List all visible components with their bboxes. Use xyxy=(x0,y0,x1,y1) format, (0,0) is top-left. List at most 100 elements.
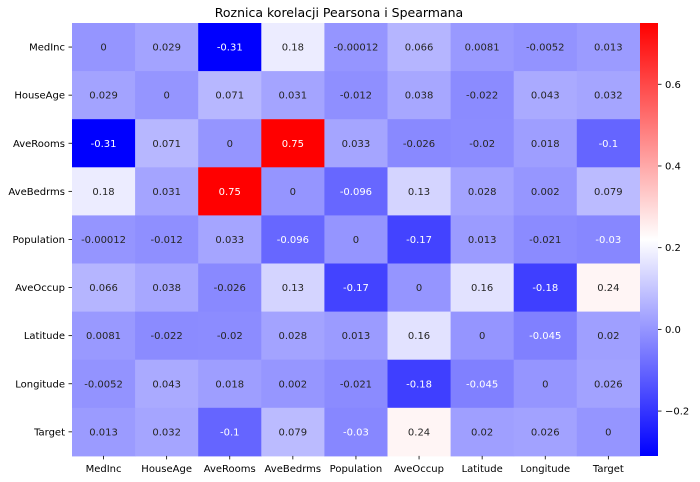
cell-value-label: -0.026 xyxy=(403,139,435,150)
cell-value-label: -0.1 xyxy=(599,139,619,150)
cell-value-label: -0.31 xyxy=(217,43,243,54)
cell-value-label: 0 xyxy=(416,283,422,294)
heatmap-cell xyxy=(576,407,641,457)
heatmap-cell xyxy=(513,119,578,168)
heatmap-cell xyxy=(72,23,136,72)
cell-value-label: -0.1 xyxy=(220,427,240,438)
heatmap-cell xyxy=(198,215,262,264)
cell-value-label: 0.071 xyxy=(215,91,244,102)
heatmap-cell xyxy=(261,71,325,120)
y-tick-label: Target xyxy=(33,427,65,438)
heatmap-cell xyxy=(576,23,641,72)
heatmap-cell xyxy=(198,311,262,361)
heatmap-cell xyxy=(198,359,262,409)
x-axis-tick-labels: MedInc HouseAge AveRooms AveBedrms Populatio… xyxy=(86,455,624,475)
y-tick-label: AveRooms xyxy=(13,139,65,150)
heatmap-cell xyxy=(576,359,641,409)
heatmap-cell xyxy=(387,263,452,313)
heatmap-cell xyxy=(135,359,199,409)
heatmap-cell xyxy=(135,215,199,264)
cell-value-label: -0.096 xyxy=(340,187,372,198)
cell-value-label: -0.17 xyxy=(406,235,432,246)
heatmap-cell xyxy=(135,71,199,120)
cell-value-label: 0.24 xyxy=(597,283,619,294)
cell-value-label: 0.002 xyxy=(531,187,560,198)
cell-value-label: 0.013 xyxy=(594,43,623,54)
heatmap-cell xyxy=(387,23,452,72)
heatmap-cell xyxy=(513,23,578,72)
cell-value-label: 0.13 xyxy=(408,187,430,198)
cell-value-label: 0.013 xyxy=(89,427,118,438)
cell-value-label: -0.18 xyxy=(532,283,558,294)
heatmap-cell xyxy=(324,119,388,168)
cell-value-label: -0.03 xyxy=(595,235,621,246)
x-tick-label: Longitude xyxy=(520,464,570,475)
cell-value-label: -0.045 xyxy=(529,331,561,342)
cell-value-label: 0.032 xyxy=(594,91,623,102)
heatmap-cell xyxy=(387,71,452,120)
cell-value-label: -0.00012 xyxy=(333,43,378,54)
cell-value-label: 0 xyxy=(479,331,485,342)
heatmap-cell xyxy=(576,311,641,361)
heatmap-cell xyxy=(576,71,641,120)
cell-value-label: 0.029 xyxy=(89,91,118,102)
cell-value-label: 0.026 xyxy=(594,379,623,390)
cell-value-label: 0.028 xyxy=(468,187,497,198)
cell-value-label: -0.0052 xyxy=(84,379,123,390)
cell-value-label: 0.18 xyxy=(92,187,114,198)
colorbar xyxy=(640,23,658,456)
y-tick-label: Population xyxy=(12,235,65,246)
cell-value-label: 0.079 xyxy=(594,187,623,198)
heatmap-cell xyxy=(387,119,452,168)
heatmap-cell xyxy=(198,407,262,457)
cell-value-label: 0.02 xyxy=(597,331,619,342)
heatmap-cell xyxy=(198,167,262,216)
heatmap-cell xyxy=(387,407,452,457)
x-tick-label: Latitude xyxy=(462,464,503,475)
x-tick-label: HouseAge xyxy=(141,464,192,475)
cell-value-label: 0.032 xyxy=(152,427,181,438)
cell-value-label: 0.066 xyxy=(405,43,434,54)
cell-value-label: 0.038 xyxy=(405,91,434,102)
heatmap-cell xyxy=(387,215,452,264)
heatmap-cell xyxy=(135,119,199,168)
cell-value-label: 0.16 xyxy=(408,331,430,342)
heatmap-cell xyxy=(72,311,136,361)
heatmap-cell xyxy=(72,119,136,168)
heatmap-cell xyxy=(450,23,515,72)
heatmap-cell xyxy=(135,167,199,216)
x-tick-label: Target xyxy=(592,464,624,475)
colorbar-tick-label: 0.6 xyxy=(665,80,681,91)
cell-value-label: 0.031 xyxy=(279,91,308,102)
cell-value-label: 0.026 xyxy=(531,427,560,438)
heatmap-cell xyxy=(450,71,515,120)
heatmap-cell xyxy=(576,215,641,264)
cell-value-label: 0.13 xyxy=(282,283,304,294)
heatmap-cell xyxy=(72,263,136,313)
heatmap-cell xyxy=(450,167,515,216)
x-tick-label: Population xyxy=(330,464,383,475)
colorbar-tick-label: 0.2 xyxy=(665,243,681,254)
cell-value-label: 0.75 xyxy=(219,187,241,198)
heatmap-cell xyxy=(261,167,325,216)
cell-value-label: -0.0052 xyxy=(526,43,565,54)
heatmap-cell xyxy=(324,311,388,361)
cell-value-label: -0.02 xyxy=(217,331,243,342)
cell-value-label: -0.03 xyxy=(343,427,369,438)
heatmap-cell xyxy=(261,23,325,72)
x-tick-label: MedInc xyxy=(86,464,122,475)
heatmap-cell xyxy=(324,167,388,216)
cell-value-label: 0.24 xyxy=(408,427,430,438)
cell-value-label: 0.033 xyxy=(215,235,244,246)
heatmap-cell xyxy=(513,71,578,120)
y-tick-label: MedInc xyxy=(29,43,65,54)
cell-value-label: 0 xyxy=(542,379,548,390)
cell-value-label: 0.031 xyxy=(152,187,181,198)
cell-value-label: 0.033 xyxy=(342,139,371,150)
heatmap-cell xyxy=(576,263,641,313)
heatmap-cell xyxy=(261,215,325,264)
cell-value-label: 0.043 xyxy=(152,379,181,390)
heatmap-cell xyxy=(450,119,515,168)
heatmap-cell xyxy=(513,215,578,264)
cell-value-label: -0.012 xyxy=(340,91,372,102)
